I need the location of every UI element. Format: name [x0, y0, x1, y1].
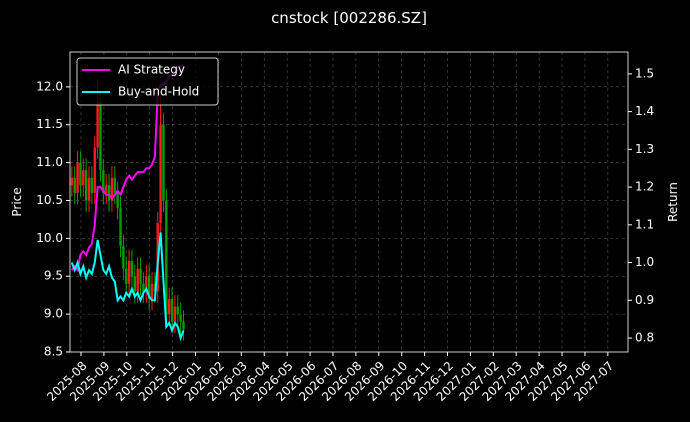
candle-body	[139, 268, 142, 284]
candle-body	[73, 177, 76, 193]
candle-body	[104, 185, 108, 193]
candle-body	[162, 124, 165, 201]
candle-body	[150, 283, 154, 299]
candle-body	[102, 170, 105, 193]
y-tick-label: 9.0	[44, 307, 63, 321]
legend-label: AI Strategy	[118, 63, 185, 77]
candle-body	[182, 321, 185, 330]
candle-body	[125, 268, 128, 284]
candle-body	[133, 276, 137, 292]
candle-body	[110, 177, 114, 201]
candle-body	[87, 177, 91, 201]
candle-body	[147, 276, 151, 299]
y2-tick-label: 1.5	[635, 66, 654, 80]
plot-area	[70, 65, 185, 342]
candle-body	[82, 170, 85, 186]
y-tick-label: 11.5	[36, 117, 63, 131]
y-tick-label: 10.0	[36, 231, 63, 245]
candle-body	[176, 306, 179, 315]
y-tick-label: 11.0	[36, 155, 63, 169]
y2-tick-label: 1.4	[635, 104, 654, 118]
candle-body	[70, 177, 74, 186]
plot-frame	[69, 51, 629, 353]
candle-body	[159, 124, 162, 224]
y2-tick-label: 1.1	[635, 217, 654, 231]
legend: AI Strategy Buy-and-Hold	[76, 57, 219, 106]
y-tick-label: 8.5	[44, 345, 63, 359]
candle-body	[93, 147, 96, 193]
candle-body	[122, 245, 125, 269]
legend-box	[76, 57, 219, 106]
y2-tick-label: 0.9	[635, 293, 654, 307]
candle-body	[76, 162, 79, 193]
candle-body	[84, 170, 88, 201]
candle-body	[113, 177, 116, 193]
series-line	[70, 232, 185, 342]
y-tick-label: 10.5	[36, 193, 63, 207]
y-axis-label: Price	[10, 187, 24, 216]
candle-body	[99, 102, 102, 171]
candle-body	[142, 283, 145, 292]
y2-axis-label: Return	[666, 182, 680, 222]
y2-tick-label: 1.3	[635, 142, 654, 156]
candle-body	[173, 306, 177, 322]
candle-body	[170, 298, 174, 322]
candle-body	[107, 185, 111, 201]
y-tick-label: 9.5	[44, 269, 63, 283]
candle-body	[167, 298, 171, 315]
candle-body	[130, 261, 134, 277]
candle-body	[96, 102, 99, 148]
y2-tick-label: 0.8	[635, 331, 654, 345]
candle-body	[79, 162, 82, 186]
candle-body	[165, 200, 168, 315]
candle-body	[136, 268, 139, 292]
candle-body	[179, 314, 182, 322]
candle-body	[90, 177, 94, 193]
y2-tick-label: 1.2	[635, 180, 654, 194]
candle-body	[119, 208, 122, 246]
candle-body	[127, 261, 131, 284]
candle-body	[116, 192, 119, 209]
legend-label: Buy-and-Hold	[118, 85, 199, 99]
candle-body	[145, 276, 148, 292]
y2-tick-label: 1.0	[635, 255, 654, 269]
y-tick-label: 12.0	[36, 79, 63, 93]
chart-title: cnstock [002286.SZ]	[271, 9, 427, 27]
